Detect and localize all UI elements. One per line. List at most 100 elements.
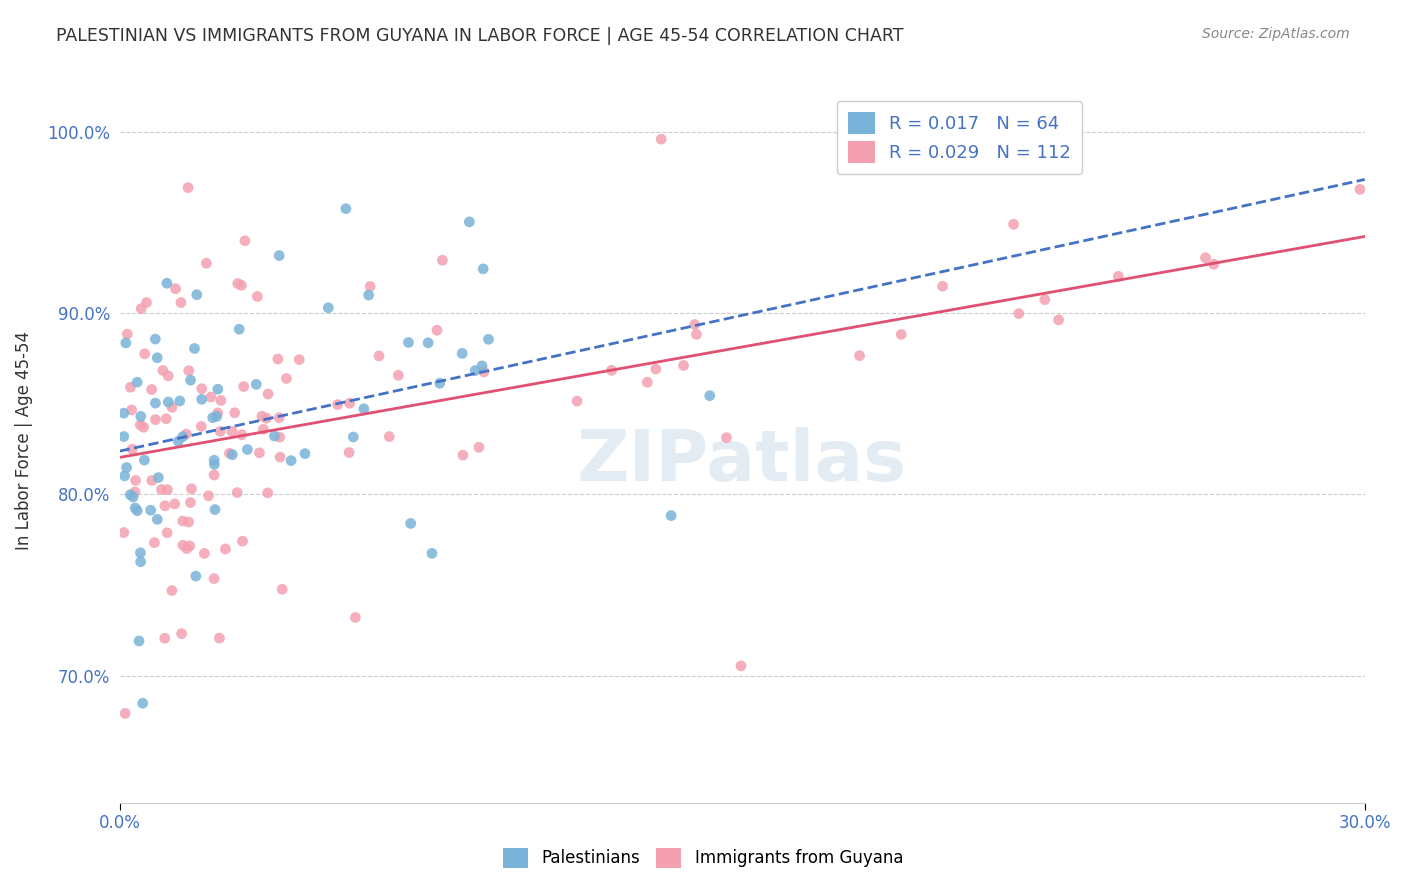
Point xyxy=(269,249,291,263)
Point xyxy=(153,632,176,646)
Point xyxy=(221,448,243,462)
Point xyxy=(114,335,136,350)
Point xyxy=(195,256,218,270)
Point xyxy=(124,500,146,515)
Point xyxy=(141,474,163,488)
Point xyxy=(184,569,207,583)
Point xyxy=(120,488,142,502)
Point xyxy=(1002,217,1025,231)
Point xyxy=(245,377,267,392)
Point xyxy=(172,514,194,528)
Point xyxy=(127,376,149,390)
Point xyxy=(468,440,491,454)
Point xyxy=(112,525,135,540)
Point xyxy=(451,346,474,360)
Point xyxy=(183,342,205,356)
Point xyxy=(931,279,953,293)
Point xyxy=(636,376,658,390)
Point xyxy=(170,626,193,640)
Point xyxy=(139,503,162,517)
Point xyxy=(342,430,364,444)
Point xyxy=(156,525,179,540)
Point xyxy=(699,389,721,403)
Point xyxy=(207,382,229,396)
Point xyxy=(179,495,201,509)
Point xyxy=(167,434,190,449)
Text: Source: ZipAtlas.com: Source: ZipAtlas.com xyxy=(1202,27,1350,41)
Point xyxy=(650,132,672,146)
Point xyxy=(231,278,253,293)
Point xyxy=(249,446,271,460)
Point xyxy=(160,583,183,598)
Point xyxy=(160,401,183,415)
Point xyxy=(232,379,254,393)
Point xyxy=(458,215,481,229)
Point xyxy=(190,419,212,434)
Point xyxy=(129,301,152,316)
Point xyxy=(1033,293,1056,307)
Y-axis label: In Labor Force | Age 45-54: In Labor Force | Age 45-54 xyxy=(15,331,32,549)
Point xyxy=(128,634,150,648)
Point xyxy=(432,253,454,268)
Point xyxy=(145,396,167,410)
Point xyxy=(1348,182,1371,196)
Point xyxy=(280,453,302,467)
Point xyxy=(170,295,193,310)
Point xyxy=(848,349,870,363)
Point xyxy=(200,390,222,404)
Point xyxy=(1008,307,1031,321)
Point xyxy=(716,431,738,445)
Point xyxy=(316,301,339,315)
Point xyxy=(387,368,409,383)
Point xyxy=(451,448,474,462)
Point xyxy=(263,429,285,443)
Point xyxy=(214,541,236,556)
Point xyxy=(565,394,588,409)
Point xyxy=(129,546,152,560)
Point xyxy=(117,327,139,342)
Point xyxy=(145,412,167,426)
Point xyxy=(129,555,152,569)
Point xyxy=(143,535,166,549)
Point xyxy=(226,277,249,291)
Point xyxy=(134,347,156,361)
Point xyxy=(177,180,200,194)
Point xyxy=(353,401,375,416)
Point xyxy=(644,362,666,376)
Point xyxy=(135,295,157,310)
Point xyxy=(163,497,186,511)
Point xyxy=(197,489,219,503)
Point xyxy=(146,512,169,526)
Point xyxy=(368,349,391,363)
Point xyxy=(252,422,274,436)
Point xyxy=(890,327,912,342)
Point xyxy=(150,483,173,497)
Point xyxy=(177,364,200,378)
Point xyxy=(228,322,250,336)
Point xyxy=(231,427,253,442)
Point xyxy=(426,323,449,337)
Point xyxy=(276,371,298,385)
Point xyxy=(472,365,495,379)
Point xyxy=(202,468,225,483)
Point xyxy=(730,658,752,673)
Point xyxy=(202,458,225,472)
Point xyxy=(169,393,191,408)
Text: ZIPatlas: ZIPatlas xyxy=(576,427,907,496)
Point xyxy=(146,351,169,365)
Point xyxy=(148,470,170,484)
Point xyxy=(165,282,187,296)
Point xyxy=(205,409,228,424)
Point xyxy=(472,261,495,276)
Point xyxy=(209,393,232,408)
Point xyxy=(157,395,180,409)
Point xyxy=(141,383,163,397)
Point xyxy=(112,406,135,420)
Point xyxy=(176,427,198,442)
Point xyxy=(179,539,201,553)
Point xyxy=(339,396,361,410)
Point xyxy=(672,359,695,373)
Point xyxy=(683,318,706,332)
Point xyxy=(157,368,180,383)
Point xyxy=(1047,313,1070,327)
